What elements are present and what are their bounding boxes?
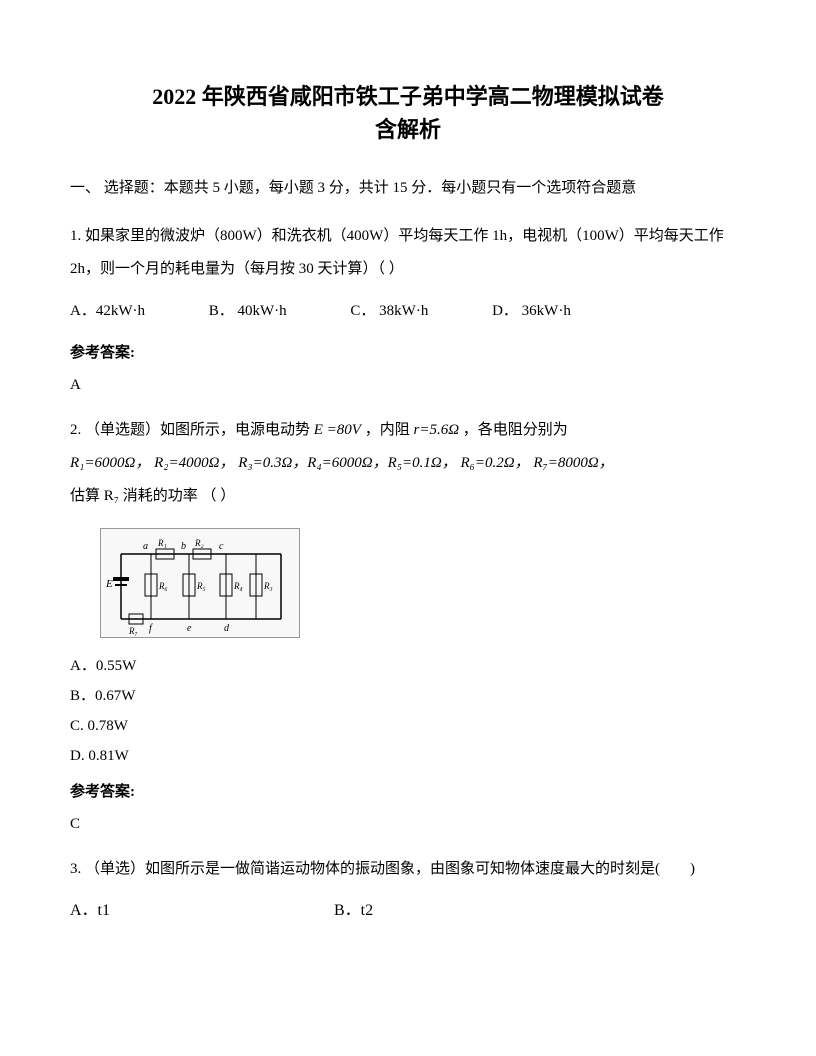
q1-answer: A — [70, 377, 746, 394]
circuit-b-label: b — [181, 541, 186, 552]
q3-option-a: A．t1 — [70, 896, 330, 920]
q3-number: 3. — [70, 861, 81, 877]
q1-option-a: A．42kW·h — [70, 296, 145, 326]
q2-text-1: （单选题）如图所示，电源电动势 — [85, 422, 314, 438]
question-1: 1. 如果家里的微波炉（800W）和洗衣机（400W）平均每天工作 1h，电视机… — [70, 220, 746, 286]
circuit-R1-label: R₁ — [157, 538, 167, 548]
q2-option-c: C. 0.78W — [70, 713, 746, 740]
section-header-text: 一、 选择题：本题共 5 小题，每小题 3 分，共计 15 分．每小题只有一个选… — [70, 180, 636, 196]
circuit-R6-label: R₆ — [158, 581, 168, 591]
q2-r: r=5.6Ω — [413, 422, 459, 438]
circuit-E-label: E — [105, 578, 113, 590]
circuit-f-label: f — [149, 623, 153, 634]
q2-options: A．0.55W B．0.67W C. 0.78W D. 0.81W — [70, 653, 746, 770]
q2-option-d: D. 0.81W — [70, 743, 746, 770]
q2-text-3: ，各电阻分别为 — [463, 422, 568, 438]
q1-number: 1. — [70, 228, 81, 244]
question-2: 2. （单选题）如图所示，电源电动势 E =80V ，内阻 r=5.6Ω ，各电… — [70, 414, 746, 513]
q2-option-b: B．0.67W — [70, 683, 746, 710]
title-line-2: 含解析 — [70, 113, 746, 146]
circuit-svg: E R₁ R₂ R₆ R₅ R₄ R₃ R₇ a b c f e d — [101, 529, 301, 639]
q1-option-c: C． 38kW·h — [350, 296, 428, 326]
circuit-R4-label: R₄ — [233, 581, 243, 591]
circuit-R2-label: R₂ — [194, 538, 204, 548]
q1-option-d: D． 36kW·h — [492, 296, 571, 326]
q3-text: （单选）如图所示是一做简谐运动物体的振动图象，由图象可知物体速度最大的时刻是( … — [85, 861, 695, 877]
q2-answer-label: 参考答案: — [70, 780, 746, 801]
circuit-e-label: e — [187, 623, 192, 634]
circuit-c-label: c — [219, 541, 224, 552]
q2-number: 2. — [70, 422, 81, 438]
q2-text-2: ，内阻 — [365, 422, 414, 438]
title-line-1: 2022 年陕西省咸阳市铁工子弟中学高二物理模拟试卷 — [70, 80, 746, 113]
q3-options: A．t1 B．t2 — [70, 896, 746, 920]
exam-title: 2022 年陕西省咸阳市铁工子弟中学高二物理模拟试卷 含解析 — [70, 80, 746, 146]
q2-option-a: A．0.55W — [70, 653, 746, 680]
circuit-R7-label: R₇ — [128, 626, 138, 636]
q2-text-4: 估算 R₇ 消耗的功率 （ ） — [70, 488, 235, 504]
circuit-a-label: a — [143, 541, 148, 552]
section-1-header: 一、 选择题：本题共 5 小题，每小题 3 分，共计 15 分．每小题只有一个选… — [70, 176, 746, 200]
q2-answer: C — [70, 816, 746, 833]
q1-option-b: B． 40kW·h — [209, 296, 287, 326]
q2-emf: E =80V — [314, 422, 361, 438]
q1-text: 如果家里的微波炉（800W）和洗衣机（400W）平均每天工作 1h，电视机（10… — [70, 228, 724, 277]
q1-options: A．42kW·h B． 40kW·h C． 38kW·h D． 36kW·h — [70, 296, 746, 326]
circuit-diagram: E R₁ R₂ R₆ R₅ R₄ R₃ R₇ a b c f e d — [100, 528, 300, 638]
q2-resistors: R₁=6000Ω， R₂=4000Ω， R₃=0.3Ω，R₄=6000Ω，R₅=… — [70, 455, 614, 471]
q1-answer-label: 参考答案: — [70, 341, 746, 362]
circuit-R3-label: R₃ — [263, 581, 273, 591]
question-3: 3. （单选）如图所示是一做简谐运动物体的振动图象，由图象可知物体速度最大的时刻… — [70, 853, 746, 886]
circuit-d-label: d — [224, 623, 230, 634]
q3-option-b: B．t2 — [334, 896, 373, 920]
circuit-R5-label: R₅ — [196, 581, 206, 591]
